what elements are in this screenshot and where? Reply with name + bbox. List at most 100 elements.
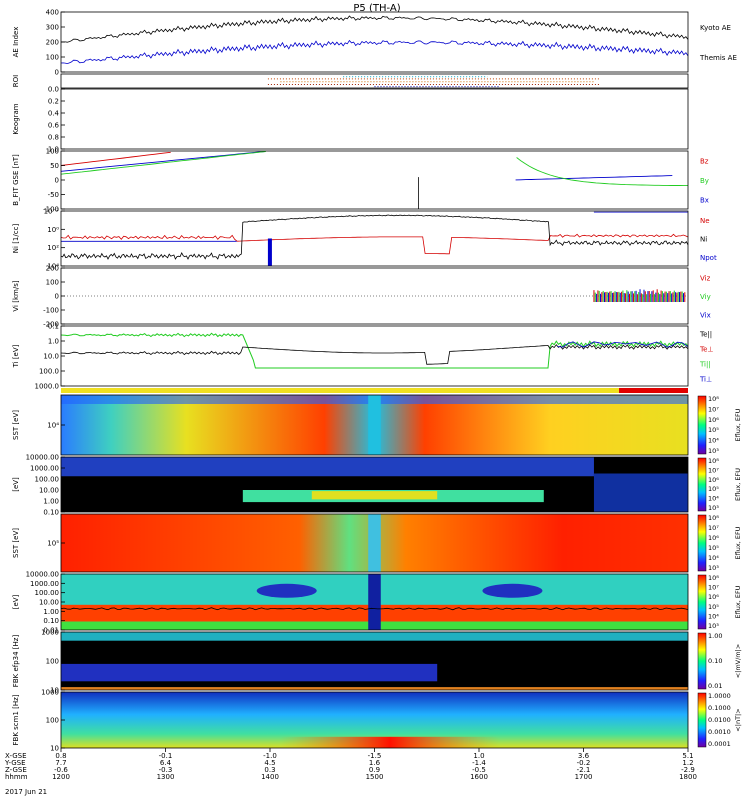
y-tick-label: 10 <box>50 745 59 753</box>
y-axis-label: Keogram <box>12 103 20 134</box>
legend-entry: Ne <box>700 217 710 225</box>
legend-entry: Te⊥ <box>699 346 714 354</box>
series-bx <box>60 151 673 181</box>
colorbar-tick-label: 10³ <box>708 564 719 572</box>
panel-content <box>61 514 688 572</box>
colorbar-tick-label: 10⁵ <box>708 544 719 552</box>
x-tick-label: -1.4 <box>472 759 486 767</box>
colorbar-tick-label: 10⁷ <box>708 466 719 474</box>
y-tick-label: 10000.00 <box>26 571 59 579</box>
y-tick-label: 100.00 <box>35 589 60 597</box>
y-axis-label: Ni [1/cc] <box>12 224 20 254</box>
fbk-efield-high-band <box>61 632 688 641</box>
y-tick-label: 100 <box>46 717 59 725</box>
colorbar-tick-label: 10⁶ <box>708 593 719 601</box>
y-tick-label: 1000.00 <box>30 465 59 473</box>
legend-entry: Te|| <box>699 331 712 339</box>
x-row-label: Y-GSE <box>4 759 26 767</box>
x-tick-label: 1.6 <box>369 759 381 767</box>
series-ti-perp <box>557 341 689 348</box>
panel-fbk_e: FBK efp34 [Hz] 1000 100 10 1.00 0.10 0.01 <|mV/… <box>12 629 742 695</box>
colorbar-tick-label: 10⁵ <box>708 485 719 493</box>
y-axis-label: [eV] <box>12 477 20 492</box>
panel-esa_i: [eV] 10000.00 1000.00 100.00 10.00 1.00 0.10 10… <box>12 454 742 517</box>
y-tick-label: 10.00 <box>39 487 59 495</box>
y-axis-label: Vi [km/s] <box>12 280 20 311</box>
panel-content <box>267 76 601 88</box>
x-tick-label: -2.1 <box>577 766 591 774</box>
colorbar-tick-label: 0.01 <box>708 682 722 690</box>
x-tick-label: 6.4 <box>160 759 172 767</box>
series-themis-ae <box>60 39 689 65</box>
y-tick-label: 10⁴ <box>47 263 59 271</box>
y-tick-label: 1000 <box>41 629 59 637</box>
y-tick-label: 100 <box>46 148 59 156</box>
x-tick-label: -0.1 <box>159 752 173 760</box>
series-ni <box>60 214 689 260</box>
x-tick-label: 3.6 <box>578 752 590 760</box>
sst-ion-center-stripe <box>368 395 381 455</box>
mode-bar-fast <box>619 388 688 393</box>
y-axis-label: SST [eV] <box>12 410 20 440</box>
colorbar-tick-label: 10⁶ <box>708 534 719 542</box>
colorbar <box>697 574 707 630</box>
y-tick-label: 0.1 <box>48 323 59 331</box>
legend-entry: Bz <box>700 158 709 166</box>
colorbar-label: Eflux, EFU <box>734 468 742 501</box>
colorbar-tick-label: 0.0001 <box>708 740 731 748</box>
fbk-bfield-peak <box>280 736 500 748</box>
y-axis-label: Ti [eV] <box>12 344 20 368</box>
y-tick-label: 400 <box>46 9 59 17</box>
colorbar-tick-label: 10⁵ <box>708 426 719 434</box>
panel-background <box>61 74 688 88</box>
y-tick-label: 100.00 <box>35 476 60 484</box>
legend-entry: Ti|| <box>699 361 711 369</box>
series-bz <box>60 151 171 166</box>
x-tick-label: 1.0 <box>473 752 484 760</box>
y-tick-label: 0.4 <box>48 110 60 118</box>
y-tick-label: 200 <box>46 265 59 273</box>
series-kyoto-ae <box>60 15 689 43</box>
esa-ion-late-block <box>593 473 688 512</box>
colorbar-label: Eflux, EFU <box>734 526 742 559</box>
y-tick-label: 10⁰ <box>47 226 59 234</box>
colorbar-tick-label: 1.0000 <box>708 692 731 700</box>
series-ne <box>60 233 689 255</box>
panel-content <box>60 332 689 369</box>
series-potential <box>60 607 689 611</box>
esa-electron-dropout-right <box>482 583 543 598</box>
x-tick-label: 1400 <box>261 773 279 781</box>
npot-gap-marker <box>267 238 272 266</box>
colorbar-tick-label: 10⁸ <box>708 574 719 582</box>
y-tick-label: -100 <box>43 307 59 315</box>
panel-content <box>60 211 689 266</box>
colorbar-tick-label: 10⁴ <box>708 612 719 620</box>
y-tick-label: 0.10 <box>43 509 59 517</box>
x-tick-label: 0.9 <box>369 766 380 774</box>
esa-ion-peak <box>311 491 438 500</box>
y-tick-label: 0.8 <box>48 134 59 142</box>
y-tick-label: 10.00 <box>39 599 59 607</box>
colorbar-tick-label: 10⁶ <box>708 476 719 484</box>
y-tick-label: 1.00 <box>43 608 59 616</box>
panel-frame <box>60 210 689 267</box>
y-tick-label: 0 <box>55 69 59 77</box>
colorbar-tick-label: 10⁴ <box>708 495 719 503</box>
y-tick-label: 10⁴ <box>47 422 59 430</box>
y-tick-label: 100 <box>46 279 59 287</box>
x-tick-label: -0.5 <box>472 766 486 774</box>
y-tick-label: 0 <box>55 177 59 185</box>
colorbar-tick-label: 10⁸ <box>708 457 719 465</box>
panel-roi: ROI <box>12 73 689 89</box>
y-axis-label: [eV] <box>12 594 20 609</box>
colorbar <box>697 457 707 512</box>
y-tick-label: 200 <box>46 39 59 47</box>
colorbar-label: Eflux, EFU <box>734 585 742 618</box>
colorbar-tick-label: 10⁴ <box>708 437 719 445</box>
panel-background <box>61 211 688 266</box>
y-tick-label: -50 <box>48 191 59 199</box>
x-tick-label: -0.3 <box>159 766 173 774</box>
legend-entry: Ti⊥ <box>699 376 712 384</box>
y-tick-label: 0.2 <box>48 98 59 106</box>
